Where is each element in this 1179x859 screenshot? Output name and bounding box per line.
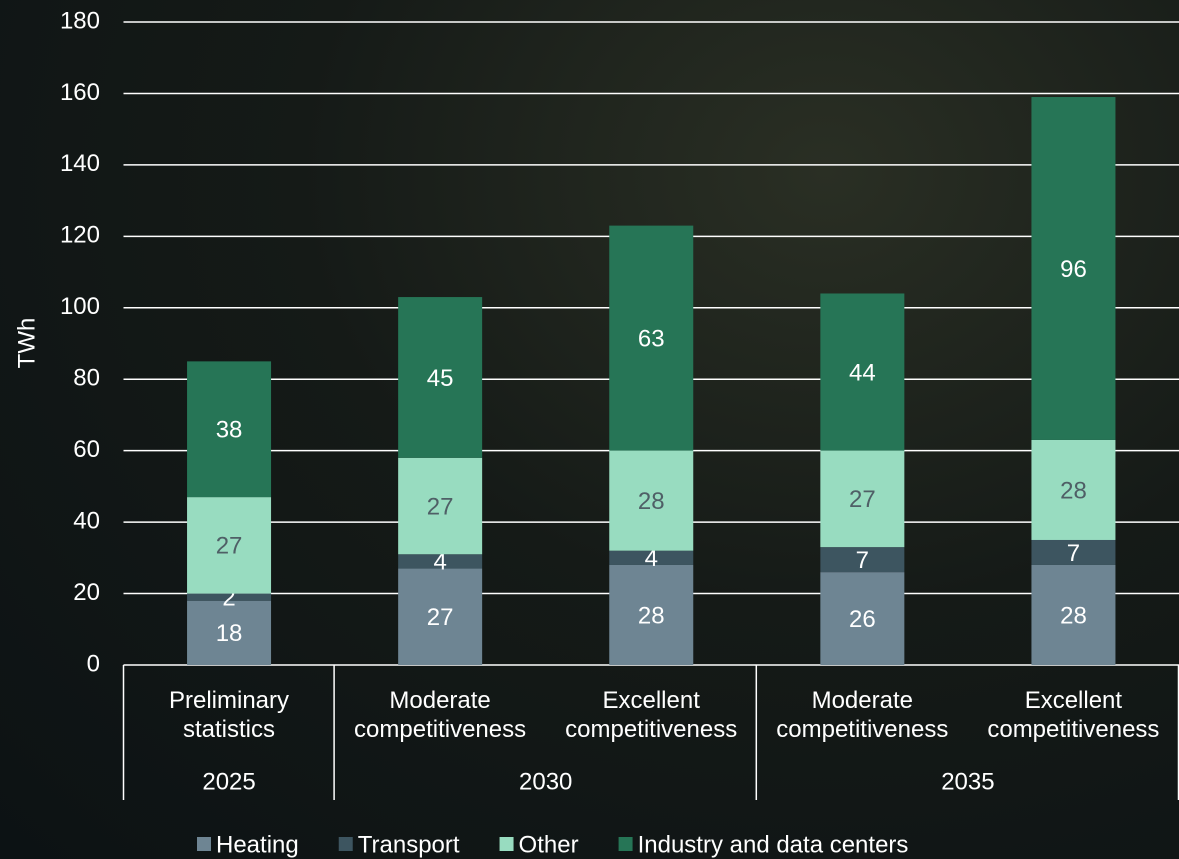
- y-tick-label: 0: [87, 650, 100, 677]
- data-label: 96: [1060, 256, 1087, 283]
- legend-swatch: [197, 837, 211, 851]
- y-tick-label: 180: [60, 7, 100, 34]
- legend-swatch: [500, 837, 514, 851]
- data-label: 26: [849, 606, 876, 633]
- x-tick-label: Excellent competitiveness: [968, 686, 1179, 744]
- data-label: 27: [427, 604, 454, 631]
- x-tick-label: Moderate competitiveness: [335, 686, 546, 744]
- y-axis-label: TWh: [13, 318, 40, 369]
- x-tick-label: Preliminary statistics: [124, 686, 335, 744]
- y-tick-label: 40: [73, 507, 100, 534]
- legend-label: Other: [519, 831, 579, 858]
- page: {"chart_data": {"type": "stacked-bar", "…: [0, 0, 1179, 859]
- data-label: 28: [1060, 477, 1087, 504]
- y-tick-label: 80: [73, 365, 100, 392]
- data-label: 38: [216, 417, 243, 444]
- data-label: 27: [427, 493, 454, 520]
- x-tick-label: Excellent competitiveness: [546, 686, 757, 744]
- data-label: 18: [216, 620, 243, 647]
- y-tick-label: 120: [60, 222, 100, 249]
- x-tick-label: Moderate competitiveness: [757, 686, 968, 744]
- legend-swatch: [619, 837, 633, 851]
- data-label: 27: [216, 533, 243, 560]
- y-tick-label: 160: [60, 79, 100, 106]
- legend-label: Industry and data centers: [638, 831, 909, 858]
- legend-label: Heating: [216, 831, 299, 858]
- group-label: 2030: [519, 768, 572, 795]
- legend-label: Transport: [358, 831, 460, 858]
- y-tick-label: 100: [60, 293, 100, 320]
- data-label: 28: [1060, 602, 1087, 629]
- data-label: 28: [638, 602, 665, 629]
- group-label: 2035: [941, 768, 994, 795]
- y-tick-label: 140: [60, 150, 100, 177]
- data-label: 44: [849, 359, 876, 386]
- data-label: 45: [427, 365, 454, 392]
- data-label: 27: [849, 486, 876, 513]
- group-label: 2025: [202, 768, 255, 795]
- data-label: 63: [638, 325, 665, 352]
- y-tick-label: 20: [73, 579, 100, 606]
- data-label: 7: [856, 547, 869, 574]
- legend-swatch: [339, 837, 353, 851]
- data-label: 28: [638, 488, 665, 515]
- y-tick-label: 60: [73, 436, 100, 463]
- data-label: 7: [1067, 540, 1080, 567]
